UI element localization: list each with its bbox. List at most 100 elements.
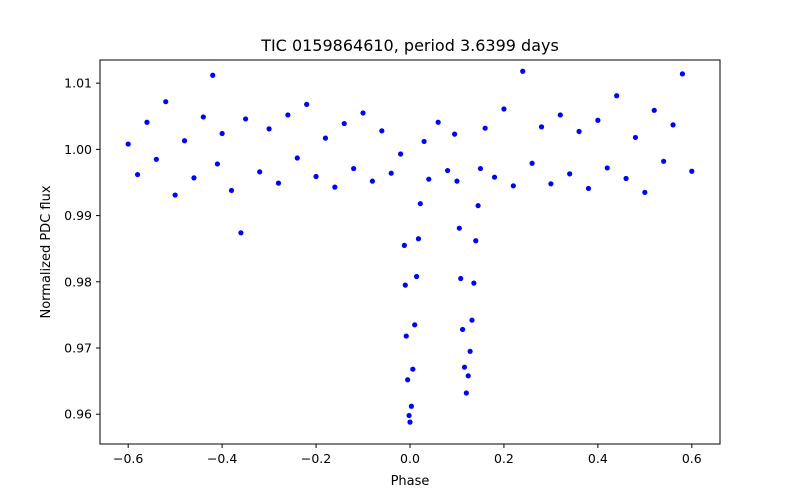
y-tick-label: 0.98 [64,274,92,289]
data-point [501,106,507,112]
data-point [473,238,479,244]
data-point [632,134,639,141]
data-point [548,181,554,187]
scatter-points [125,68,695,425]
data-point [444,167,451,174]
data-point [402,282,408,288]
data-point [538,124,545,130]
data-point [413,273,420,280]
data-point [219,130,225,137]
data-point [125,141,131,147]
data-point [401,242,407,248]
data-point [322,135,329,141]
data-point [467,348,473,354]
data-point [403,333,409,339]
data-point [475,203,481,209]
x-tick-label: 0.4 [588,451,608,466]
data-point [341,120,347,127]
data-point [243,116,249,122]
data-point [461,364,468,370]
data-point [595,117,601,123]
data-point [477,165,484,172]
data-point [408,403,415,409]
data-point [285,112,291,118]
data-point [557,112,563,118]
data-point [435,119,441,125]
data-point [460,326,466,333]
data-point [670,122,676,128]
data-point [275,180,282,186]
data-point [214,161,221,167]
data-point [614,93,620,99]
data-point [332,184,338,190]
data-point [415,236,422,242]
data-point [134,171,141,178]
data-point [200,114,206,120]
data-point [417,201,423,207]
data-point [567,171,573,177]
data-point [491,174,498,180]
data-point [465,373,471,379]
x-tick-label: −0.4 [207,451,237,466]
data-point [661,158,667,164]
data-point [651,107,657,113]
data-point [426,176,432,182]
data-point [238,230,244,236]
data-point [304,101,310,107]
data-point [351,165,357,172]
data-point [510,183,516,189]
data-point [469,317,475,323]
data-point [585,185,592,192]
chart-title: TIC 0159864610, period 3.6399 days [260,36,559,55]
data-point [520,68,526,74]
data-point [379,128,385,134]
data-point [257,169,263,175]
x-axis-label: Phase [391,474,430,489]
data-point [679,71,686,77]
data-point [153,156,159,162]
data-point [266,126,272,132]
data-point [228,187,235,194]
data-point [412,322,418,328]
data-point [144,119,150,125]
data-point [458,275,464,282]
x-tick-label: −0.2 [301,451,331,466]
data-point [623,175,629,182]
data-point [689,168,695,174]
data-point [406,412,412,419]
data-point [529,160,535,166]
data-point [456,225,462,231]
x-axis-ticks: −0.6 −0.4 −0.2 0.0 0.2 0.4 0.6 [113,444,702,466]
x-tick-label: −0.6 [113,451,143,466]
data-point [172,192,178,198]
data-point [421,138,427,145]
data-point [388,170,394,176]
data-point [454,178,460,184]
data-point [313,173,319,180]
data-point [471,280,477,286]
data-point [398,151,404,157]
data-point [369,178,376,184]
data-point [604,165,610,171]
data-point [452,131,458,137]
data-point [642,189,648,196]
x-tick-label: 0.2 [494,451,514,466]
data-point [163,99,169,105]
y-tick-label: 0.96 [64,407,92,422]
data-point [576,128,582,135]
y-tick-label: 1.00 [64,142,92,157]
data-point [191,175,197,181]
y-axis-label: Normalized PDC flux [39,185,54,318]
data-point [210,72,216,78]
data-point [181,138,188,144]
data-point [405,377,411,383]
y-tick-label: 0.97 [64,341,92,356]
x-tick-label: 0.0 [400,451,420,466]
data-point [360,110,366,116]
data-point [482,125,488,131]
data-point [294,155,300,161]
y-tick-label: 0.99 [64,208,92,223]
